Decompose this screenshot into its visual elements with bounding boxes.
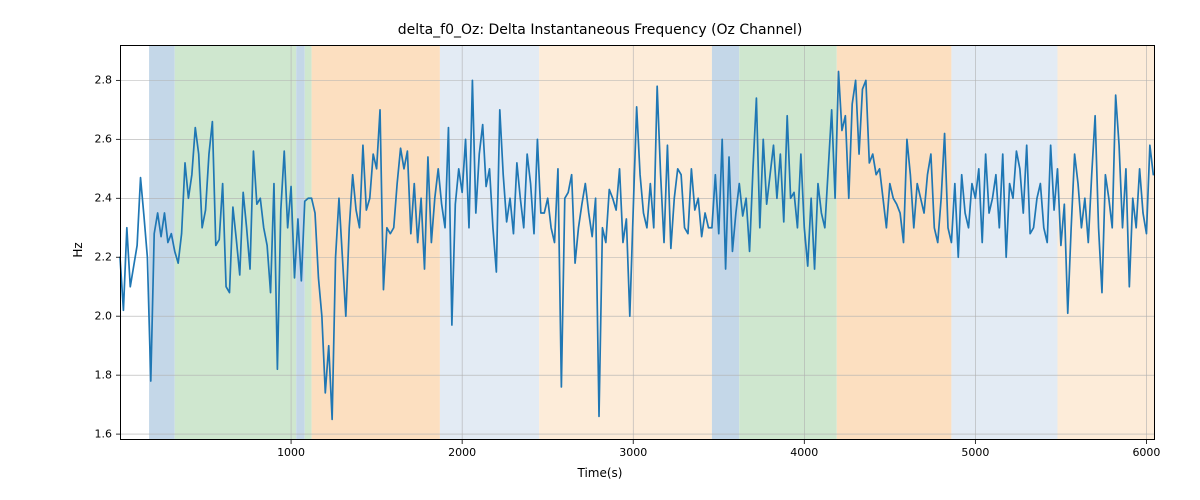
background-span [539, 45, 712, 440]
chart-container: delta_f0_Oz: Delta Instantaneous Frequen… [0, 0, 1200, 500]
x-tick-label: 2000 [448, 446, 476, 459]
y-axis-label: Hz [71, 242, 85, 257]
y-tick-label: 2.2 [90, 251, 112, 264]
x-tick-label: 4000 [790, 446, 818, 459]
x-tick-label: 6000 [1132, 446, 1160, 459]
x-tick-label: 1000 [277, 446, 305, 459]
background-span [739, 45, 837, 440]
y-tick-label: 2.8 [90, 74, 112, 87]
background-span [951, 45, 1057, 440]
chart-title: delta_f0_Oz: Delta Instantaneous Frequen… [0, 22, 1200, 38]
background-span [305, 45, 312, 440]
x-tick-label: 5000 [961, 446, 989, 459]
y-tick-label: 2.4 [90, 192, 112, 205]
plot-area [120, 45, 1155, 440]
background-span [149, 45, 175, 440]
y-tick-label: 1.8 [90, 369, 112, 382]
background-span [837, 45, 952, 440]
y-tick-label: 1.6 [90, 428, 112, 441]
y-tick-label: 2.0 [90, 310, 112, 323]
background-span [1057, 45, 1155, 440]
x-axis-label: Time(s) [0, 466, 1200, 480]
background-span [175, 45, 296, 440]
y-tick-label: 2.6 [90, 133, 112, 146]
line-plot-svg [120, 45, 1155, 440]
x-tick-label: 3000 [619, 446, 647, 459]
